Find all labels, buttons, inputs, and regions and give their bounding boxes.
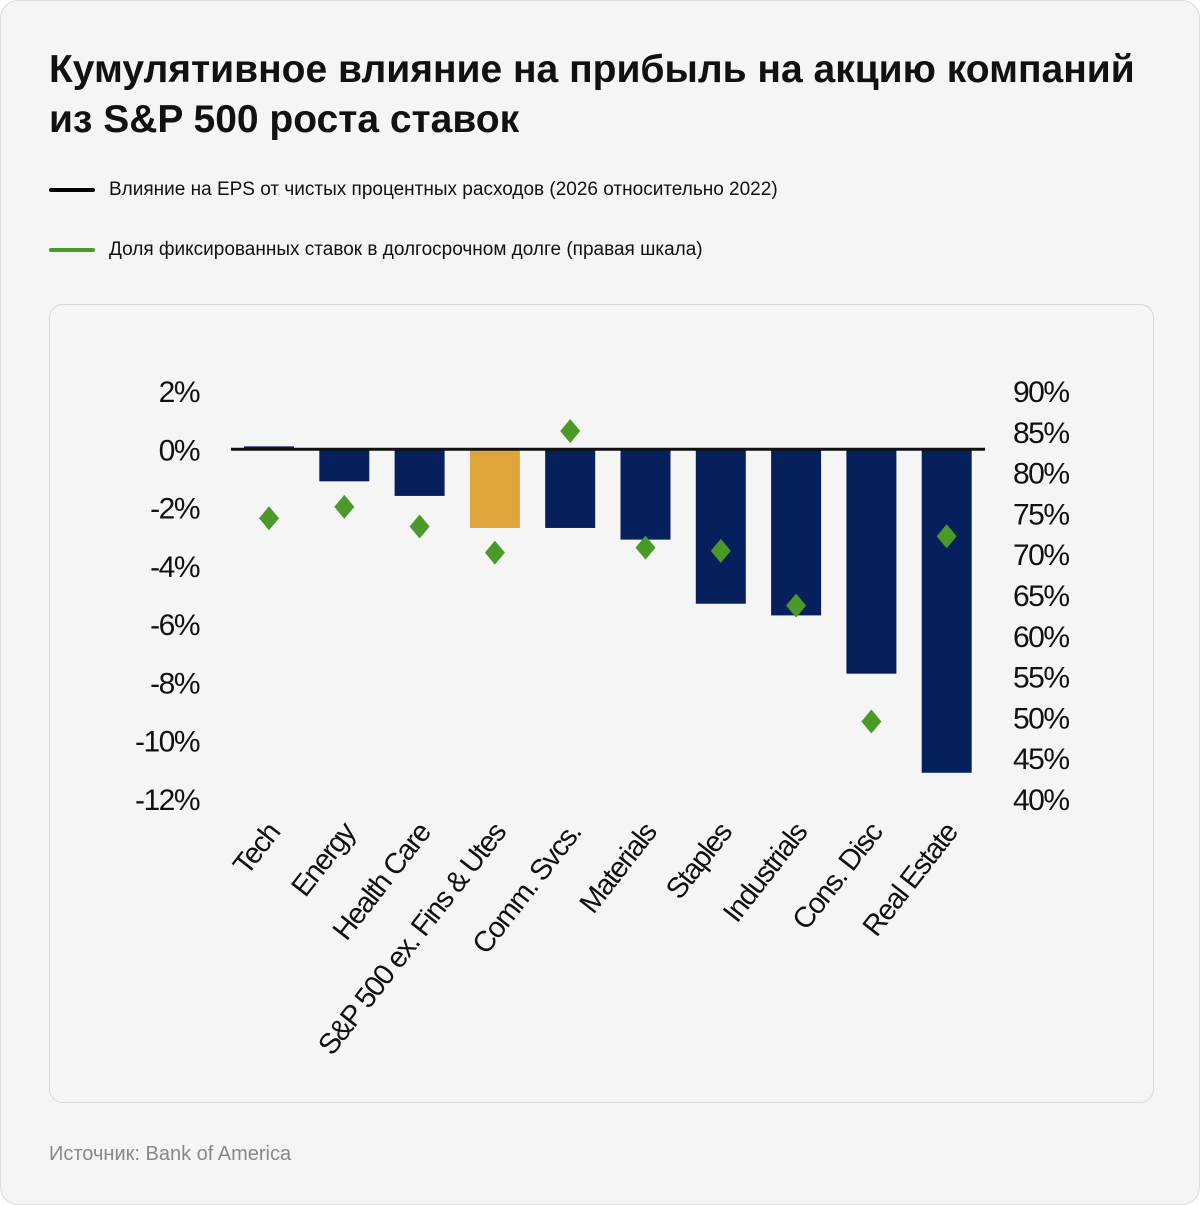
legend-label: Влияние на EPS от чистых процентных расх…: [109, 179, 778, 200]
right-axis-tick: 70%: [1013, 539, 1069, 572]
left-axis-tick: -4%: [150, 551, 200, 584]
legend-swatch-green: [49, 248, 95, 252]
bar: [846, 449, 897, 674]
right-axis-tick: 90%: [1013, 376, 1069, 409]
bar: [620, 449, 671, 540]
bar: [545, 449, 596, 528]
source-note: Источник: Bank of America: [49, 1143, 292, 1165]
bar: [319, 449, 370, 482]
left-axis-tick: 0%: [159, 434, 200, 467]
right-axis-tick: 50%: [1013, 702, 1069, 735]
marker-diamond: [259, 506, 279, 531]
right-axis-tick: 65%: [1013, 580, 1069, 613]
right-axis-tick: 75%: [1013, 498, 1069, 531]
marker-diamond: [560, 418, 581, 443]
category-label: Staples: [660, 817, 739, 905]
bar: [695, 449, 746, 604]
category-label: Materials: [574, 817, 664, 920]
marker-diamond: [861, 709, 882, 734]
right-axis-tick: 60%: [1013, 621, 1069, 654]
legend-item-eps: Влияние на EPS от чистых процентных расх…: [49, 179, 778, 201]
legend-label: Доля фиксированных ставок в долгосрочном…: [109, 239, 703, 260]
marker-diamond: [334, 494, 355, 519]
left-axis-tick: -8%: [150, 667, 200, 700]
right-axis-tick: 40%: [1013, 784, 1069, 817]
left-axis-tick: 2%: [159, 376, 200, 409]
right-axis-tick: 45%: [1013, 743, 1069, 776]
bar: [394, 449, 445, 496]
category-label: Tech: [227, 817, 286, 881]
bar: [469, 449, 520, 528]
left-axis-tick: -6%: [150, 609, 200, 642]
marker-diamond: [786, 593, 807, 618]
bar: [771, 449, 822, 616]
left-axis-tick: -2%: [150, 493, 200, 526]
marker-diamond: [635, 535, 656, 560]
marker-diamond: [484, 540, 505, 565]
right-axis-tick: 80%: [1013, 458, 1069, 491]
marker-diamond: [710, 538, 731, 563]
left-axis-tick: -12%: [135, 784, 200, 817]
legend-item-fixed-rate: Доля фиксированных ставок в долгосрочном…: [49, 239, 703, 261]
chart-title: Кумулятивное влияние на прибыль на акцию…: [49, 48, 1135, 141]
left-axis-tick: -10%: [135, 726, 200, 759]
marker-diamond: [409, 514, 430, 539]
right-axis-tick: 55%: [1013, 662, 1069, 695]
right-axis-tick: 85%: [1013, 417, 1069, 450]
marker-diamond: [936, 524, 957, 549]
legend-swatch-black: [49, 188, 95, 192]
category-label: Energy: [286, 816, 363, 903]
bar: [921, 449, 972, 773]
